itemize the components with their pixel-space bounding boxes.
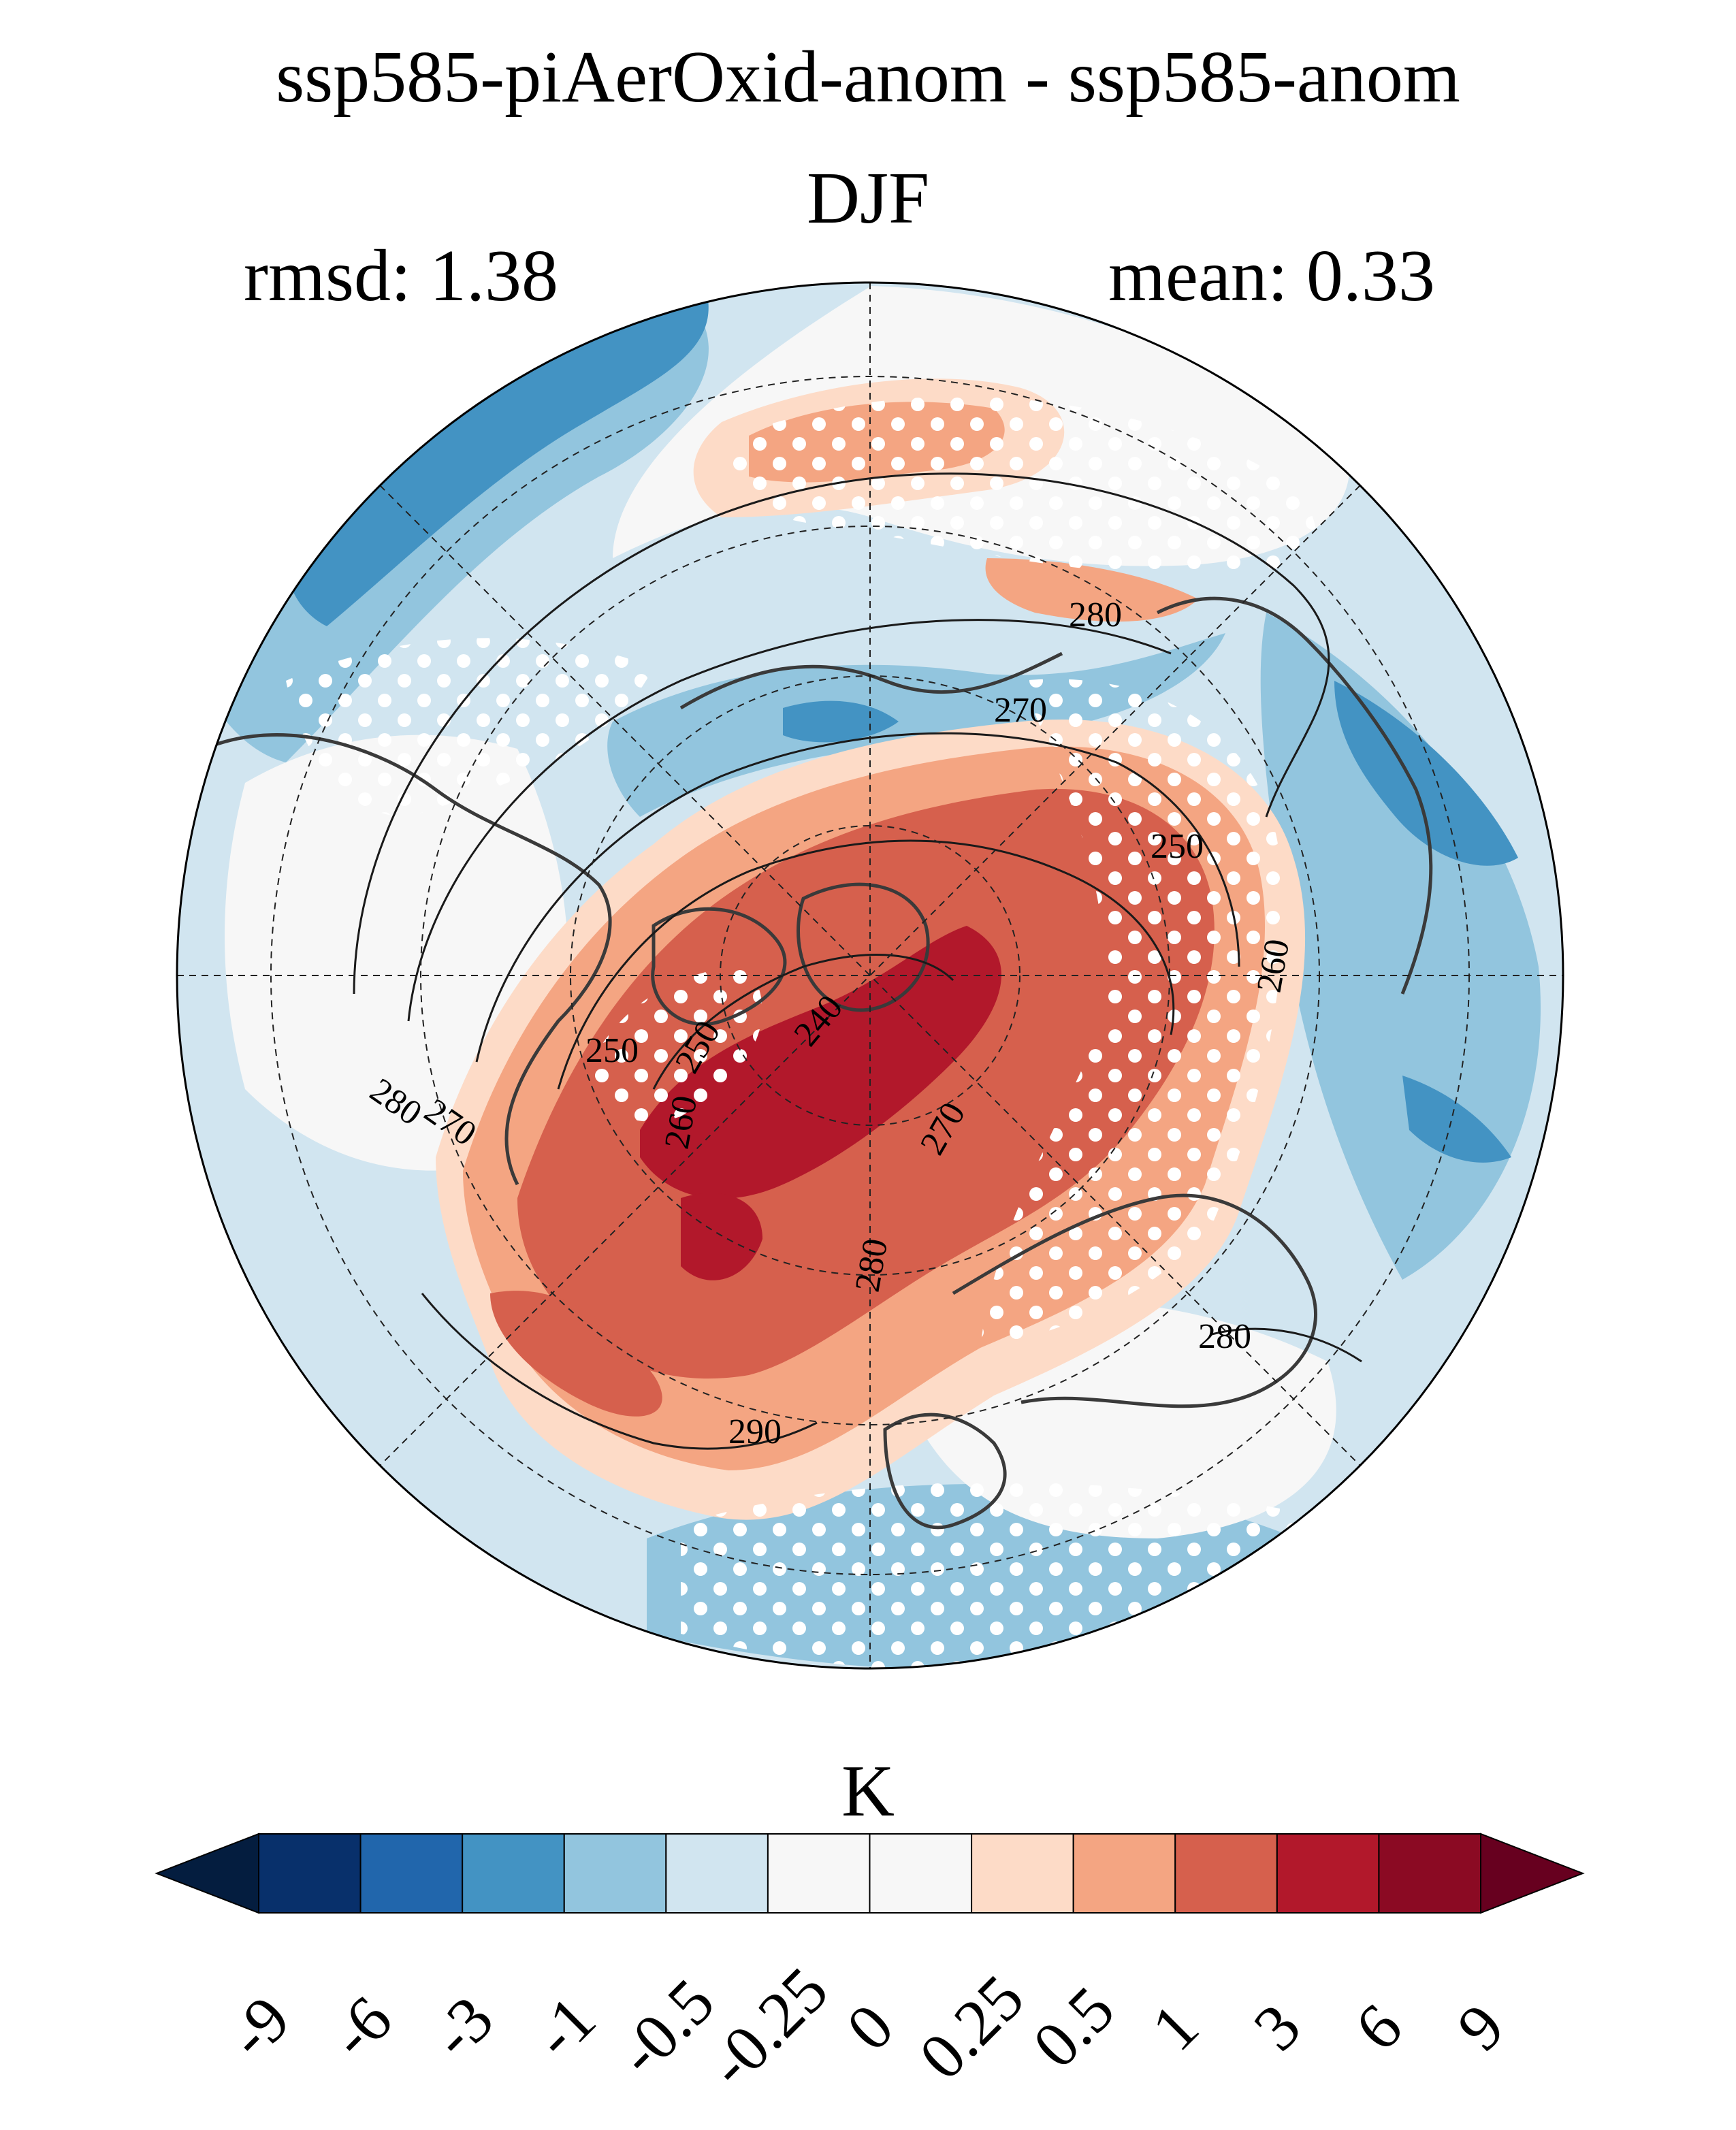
coastline-asia-east — [1156, 596, 1433, 995]
stipple-arctic — [585, 967, 762, 1122]
contour-label-280-s: 280 — [848, 1236, 896, 1295]
map-boundary — [176, 281, 1564, 1670]
contour-label-280-se: 280 — [1198, 1317, 1251, 1356]
colorbar-bin — [665, 1833, 769, 1914]
contour-label-290-s: 290 — [728, 1413, 782, 1451]
coastline-north-america — [204, 733, 612, 1186]
colorbar-bin — [869, 1833, 973, 1914]
colorbar-bin — [1276, 1833, 1380, 1914]
field-blue-arctic-strip — [607, 633, 1225, 817]
coastline-arctic-archipelago — [651, 907, 787, 1026]
isotherm-240 — [652, 954, 954, 1090]
field-deep-red-core — [640, 926, 1001, 1199]
colorbar-bin — [971, 1833, 1074, 1914]
contour-label-270-ne: 270 — [994, 691, 1047, 730]
field-blue-arctic-strong — [783, 700, 899, 743]
colorbar-bin — [462, 1833, 565, 1914]
mean-label: mean: 0.33 — [1108, 236, 1435, 317]
rmsd-label: rmsd: 1.38 — [244, 236, 559, 317]
coastline-eurasia — [952, 1193, 1318, 1408]
colorbar-bin — [767, 1833, 871, 1914]
isotherm-280-east — [1211, 1327, 1362, 1363]
colorbar-extend-high — [1480, 1833, 1585, 1914]
graticule-meridian-45 — [379, 485, 1361, 1466]
graticule-meridian-135 — [379, 485, 1361, 1466]
colorbar-bin — [258, 1833, 361, 1914]
colorbar-extend-low — [155, 1833, 259, 1914]
isotherm-260 — [475, 732, 1240, 1063]
coastline-europe — [883, 1413, 1007, 1530]
isotherm-280-outer — [353, 472, 1330, 995]
contour-label-260-e: 260 — [1250, 936, 1298, 995]
field-deep-red-core-2 — [681, 1193, 762, 1280]
field-red-southwest-lobe — [490, 1291, 662, 1417]
contour-label-280-ne: 280 — [1069, 596, 1122, 634]
isotherm-270 — [407, 619, 1172, 1022]
colorbar-bin — [1072, 1833, 1176, 1914]
field-red-northeast — [985, 558, 1198, 622]
isotherm-250 — [557, 839, 1175, 1090]
field-blue-east-band — [1402, 1076, 1511, 1163]
season-label: DJF — [806, 158, 930, 239]
stipple-west — [286, 638, 654, 817]
contour-label-250-w: 250 — [585, 1031, 639, 1070]
figure-title: ssp585-piAerOxid-anom - ssp585-anom — [276, 37, 1460, 118]
colorbar-bin — [1174, 1833, 1278, 1914]
stipple-north — [729, 396, 1316, 575]
colorbar-unit: K — [841, 1751, 895, 1832]
colorbar-bin — [563, 1833, 667, 1914]
coastline-siberia — [679, 651, 1063, 710]
contour-label-250-e: 250 — [1151, 827, 1204, 866]
colorbar-bin — [359, 1833, 464, 1914]
colorbar-bin — [1378, 1833, 1481, 1914]
isotherm-290 — [421, 1293, 818, 1450]
field-blue-ocean-nw — [286, 300, 709, 626]
contour-label-260-c: 260 — [658, 1093, 705, 1152]
